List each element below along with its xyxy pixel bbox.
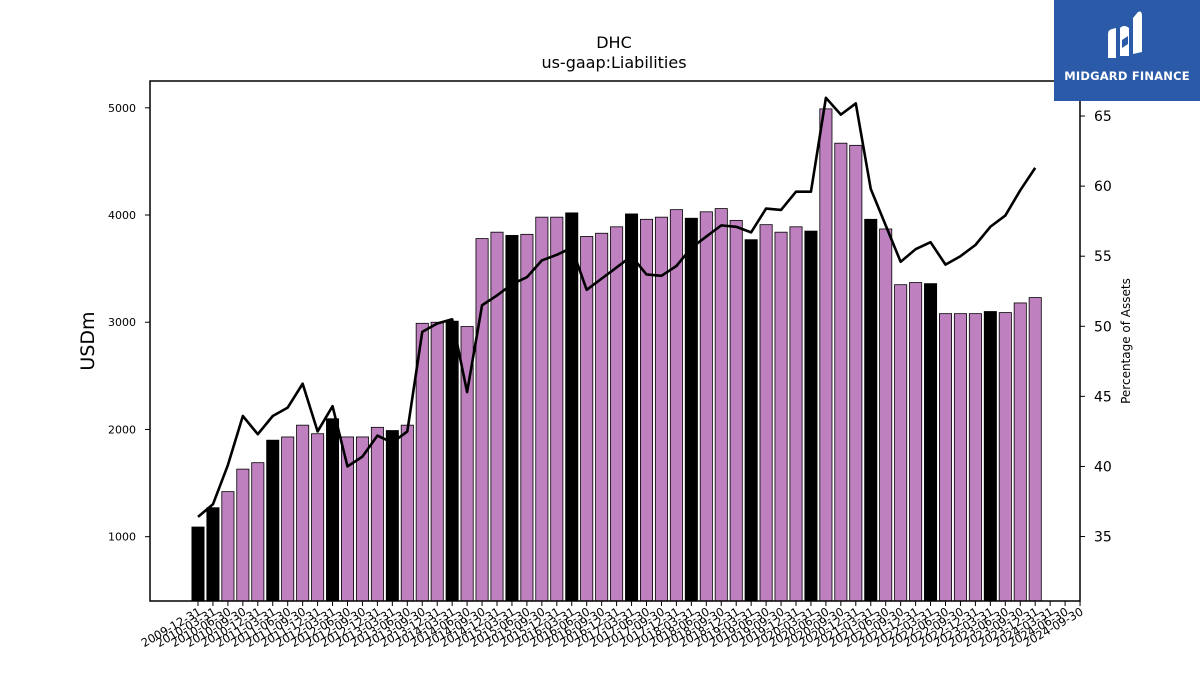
y-tick-label-right: 55 (1094, 249, 1112, 265)
bar (191, 526, 205, 602)
bar (744, 239, 758, 602)
x-axis-ticks: 2009-12-312010-03-312010-06-302010-09-30… (139, 601, 1086, 650)
y-axis-label-right: Percentage of Assets (1119, 278, 1133, 404)
bar (311, 433, 325, 602)
bar (953, 313, 967, 602)
bar (924, 283, 938, 602)
logo-text: MIDGARD FINANCE (1064, 69, 1190, 83)
bar (251, 462, 265, 602)
y-tick-label: 1000 (108, 531, 136, 544)
bar (445, 320, 459, 602)
bar (983, 311, 997, 602)
bar (625, 213, 639, 602)
bar (819, 108, 833, 602)
bar (595, 232, 609, 602)
y-tick-label-right: 65 (1094, 109, 1112, 125)
bar (834, 142, 848, 602)
bar (1028, 297, 1042, 602)
bar (430, 321, 444, 602)
bar (475, 238, 489, 602)
plot-frame (149, 80, 1081, 602)
left-axis-ticks: 1000 2000 3000 4000 5000 (108, 102, 150, 544)
bar (221, 491, 235, 602)
bar (684, 217, 698, 602)
bar (849, 144, 863, 602)
bar (266, 439, 280, 602)
bar (550, 216, 564, 602)
bar (879, 228, 893, 602)
y-tick-label-right: 45 (1094, 389, 1112, 405)
bar (774, 231, 788, 602)
bar (1013, 302, 1027, 602)
bars-group (191, 108, 1042, 602)
midgard-logo-icon (1108, 11, 1142, 58)
bar (370, 426, 384, 602)
y-axis-label: USDm (77, 311, 99, 370)
bar (355, 436, 369, 602)
chart-subtitle: us-gaap:Liabilities (541, 53, 686, 72)
bar (580, 236, 594, 602)
bar (505, 234, 519, 602)
bar (296, 424, 310, 602)
bar (699, 211, 713, 602)
bar (535, 216, 549, 602)
y-tick-label-right: 60 (1094, 179, 1112, 195)
y-tick-label: 4000 (108, 209, 136, 222)
bar (610, 226, 624, 602)
y-tick-label-right: 40 (1094, 459, 1112, 475)
bar (804, 230, 818, 602)
percentage-line (197, 96, 1037, 518)
bar (565, 212, 579, 602)
bar (759, 224, 773, 602)
bar (939, 313, 953, 602)
logo: MIDGARD FINANCE (1054, 0, 1200, 101)
bar (968, 313, 982, 602)
bar (385, 430, 399, 602)
y-tick-label: 3000 (108, 316, 136, 329)
bar (729, 219, 743, 602)
bar (909, 282, 923, 602)
bar (206, 507, 220, 602)
y-tick-label: 5000 (108, 102, 136, 115)
bar (326, 418, 340, 602)
bar (640, 218, 654, 602)
y-tick-label-right: 35 (1094, 530, 1112, 546)
bar (400, 424, 414, 602)
y-tick-label-right: 50 (1094, 319, 1112, 335)
bar (789, 226, 803, 602)
bar (998, 312, 1012, 602)
bar (520, 233, 534, 602)
chart-title: DHC (596, 33, 632, 52)
right-axis-ticks: 35 40 45 50 55 60 65 (1080, 109, 1112, 546)
bar (236, 468, 250, 602)
bar (864, 218, 878, 602)
bar (281, 436, 295, 602)
bar (714, 208, 728, 602)
bar (490, 231, 504, 602)
bar (894, 284, 908, 602)
y-tick-label: 2000 (108, 423, 136, 436)
